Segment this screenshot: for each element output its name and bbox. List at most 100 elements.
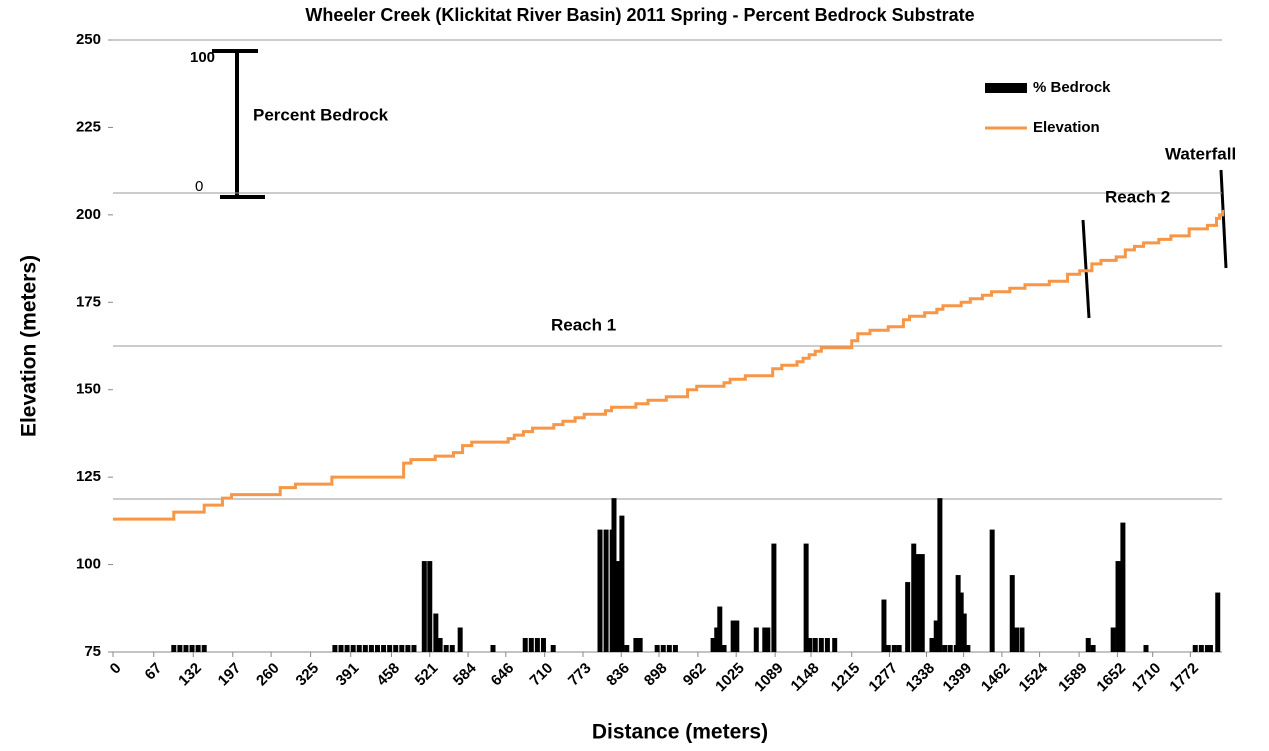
bar xyxy=(933,620,939,652)
bar xyxy=(1009,575,1015,652)
bar xyxy=(989,529,995,652)
bar xyxy=(1207,645,1213,652)
bar xyxy=(443,645,449,652)
bar xyxy=(965,645,971,652)
legend-label: Elevation xyxy=(1033,119,1100,136)
bar xyxy=(619,515,625,652)
x-tick-label: 898 xyxy=(641,660,671,690)
bar xyxy=(937,498,943,652)
elevation-line xyxy=(113,209,1225,521)
bar xyxy=(818,638,824,652)
bar xyxy=(528,638,534,652)
legend-swatch xyxy=(985,83,1027,93)
bar xyxy=(457,627,463,652)
x-tick-label: 773 xyxy=(565,660,595,690)
bar xyxy=(803,543,809,652)
x-tick-label: 1589 xyxy=(1055,660,1091,696)
bar xyxy=(672,645,678,652)
bar xyxy=(421,561,427,652)
bar xyxy=(1198,645,1204,652)
x-tick-label: 1772 xyxy=(1166,660,1202,696)
bar xyxy=(637,638,643,652)
x-tick-label: 1215 xyxy=(828,660,864,696)
bar xyxy=(1215,592,1221,652)
bar xyxy=(534,638,540,652)
y-tick-label: 250 xyxy=(76,31,101,48)
bar xyxy=(765,627,771,652)
bar xyxy=(771,543,777,652)
x-tick-label: 1025 xyxy=(712,660,748,696)
bar xyxy=(393,645,399,652)
y-tick-label: 150 xyxy=(76,381,101,398)
bar xyxy=(947,645,953,652)
bar xyxy=(1120,522,1126,652)
bar xyxy=(929,638,935,652)
bar xyxy=(332,645,338,652)
bar xyxy=(891,645,897,652)
bar xyxy=(550,645,556,652)
bar xyxy=(368,645,374,652)
bar xyxy=(958,592,964,652)
bar xyxy=(1110,627,1116,652)
x-tick-label: 521 xyxy=(412,660,442,690)
legend-label: % Bedrock xyxy=(1033,79,1111,96)
bar xyxy=(1013,627,1019,652)
annotation: 0 xyxy=(195,178,203,195)
y-tick-label: 100 xyxy=(76,556,101,573)
x-tick-label: 1399 xyxy=(940,660,976,696)
bar xyxy=(961,613,967,652)
bar xyxy=(387,645,393,652)
x-tick-label: 1462 xyxy=(978,660,1014,696)
bar xyxy=(344,645,350,652)
bar xyxy=(195,645,201,652)
bar xyxy=(362,645,368,652)
bar xyxy=(885,645,891,652)
x-tick-label: 962 xyxy=(680,660,710,690)
x-tick-label: 260 xyxy=(253,660,283,690)
bar xyxy=(399,645,405,652)
x-tick-label: 646 xyxy=(488,660,518,690)
x-tick-label: 1089 xyxy=(751,660,787,696)
bar xyxy=(660,645,666,652)
bar xyxy=(633,638,639,652)
annotation: Waterfall xyxy=(1165,144,1236,163)
bar xyxy=(603,529,609,652)
bar xyxy=(437,638,443,652)
bar xyxy=(881,599,887,652)
bar xyxy=(540,638,546,652)
annotation: Reach 2 xyxy=(1105,187,1170,206)
bar xyxy=(624,645,630,652)
bar xyxy=(721,645,727,652)
x-tick-label: 1338 xyxy=(903,660,939,696)
bar xyxy=(1115,561,1121,652)
bar xyxy=(824,638,830,652)
bar xyxy=(911,543,917,652)
bar xyxy=(171,645,177,652)
bar xyxy=(955,575,961,652)
y-tick-label: 75 xyxy=(84,643,101,660)
y-tick-label: 125 xyxy=(76,468,101,485)
x-tick-label: 710 xyxy=(527,660,557,690)
bar xyxy=(812,638,818,652)
bar xyxy=(183,645,189,652)
bar xyxy=(896,645,902,652)
bar xyxy=(919,554,925,652)
bar xyxy=(734,620,740,652)
bar xyxy=(1090,645,1096,652)
bar xyxy=(730,620,736,652)
x-tick-label: 325 xyxy=(293,660,323,690)
bar xyxy=(717,606,723,652)
bar xyxy=(177,645,183,652)
bar xyxy=(374,645,380,652)
bar xyxy=(654,645,660,652)
bar xyxy=(189,645,195,652)
chart-title: Wheeler Creek (Klickitat River Basin) 20… xyxy=(305,5,974,25)
bar xyxy=(905,582,911,652)
x-tick-label: 1277 xyxy=(865,660,901,696)
x-axis-label: Distance (meters) xyxy=(592,721,768,744)
bar xyxy=(427,561,433,652)
bar xyxy=(433,613,439,652)
annotation: 100 xyxy=(190,49,215,66)
bar xyxy=(611,498,617,652)
x-tick-label: 132 xyxy=(175,660,205,690)
